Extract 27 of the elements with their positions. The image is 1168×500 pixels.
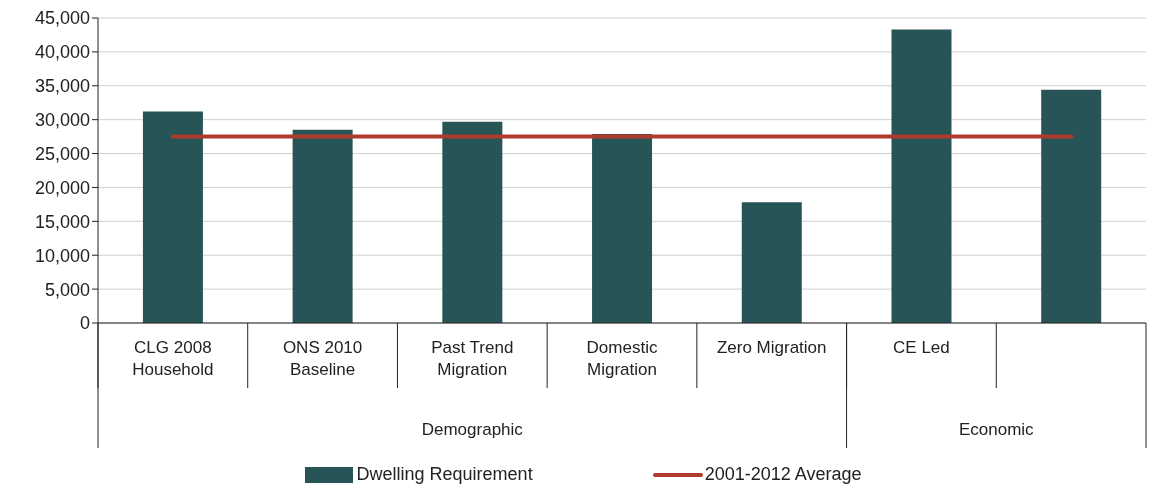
legend-label: Dwelling Requirement — [356, 464, 533, 485]
bar — [891, 29, 952, 323]
x-tick-label: Zero Migration — [716, 338, 827, 357]
y-tick-label: 20,000 — [34, 177, 90, 198]
x-tick-label: Domestic Migration — [586, 338, 658, 379]
y-tick-label: 45,000 — [34, 8, 90, 29]
x-tick-label: ONS 2010 Baseline — [282, 338, 363, 379]
text: Economic — [958, 420, 1035, 439]
legend-label: 2001-2012 Average — [704, 464, 862, 485]
y-tick-label: 25,000 — [34, 143, 90, 164]
x-tick-label: CE Led — [893, 338, 950, 357]
bar — [592, 133, 653, 323]
y-tick-label: 35,000 — [34, 76, 90, 97]
bar — [741, 202, 802, 323]
y-tick-label: 5,000 — [44, 279, 90, 300]
y-tick-label: 0 — [79, 313, 90, 334]
y-tick-label: 10,000 — [34, 245, 90, 266]
x-tick-label: Past Trend Migration — [431, 338, 514, 379]
y-tick-label: 30,000 — [34, 110, 90, 131]
y-tick-label: 40,000 — [34, 42, 90, 63]
y-tick-label: 15,000 — [34, 211, 90, 232]
bar — [142, 111, 203, 323]
bar — [292, 129, 353, 323]
text: Demographic — [421, 420, 524, 439]
bar — [1041, 89, 1102, 323]
bar — [442, 121, 503, 323]
x-tick-label: CLG 2008 Household — [132, 338, 214, 379]
